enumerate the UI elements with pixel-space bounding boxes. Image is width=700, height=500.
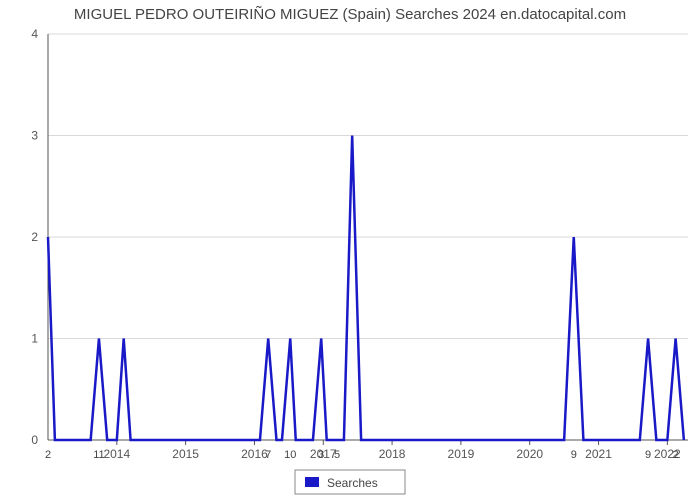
value-label: 3 — [318, 449, 324, 461]
y-tick-label: 2 — [31, 230, 38, 244]
chart-title: MIGUEL PEDRO OUTEIRIÑO MIGUEZ (Spain) Se… — [0, 6, 700, 23]
searches-series — [48, 136, 684, 441]
legend-swatch — [305, 477, 319, 487]
x-tick-label: 2019 — [448, 447, 475, 461]
x-tick-label: 2014 — [103, 447, 130, 461]
line-chart: 0123420142015201620172018201920202021202… — [0, 0, 700, 500]
x-tick-label: 2018 — [379, 447, 406, 461]
x-tick-label: 2020 — [516, 447, 543, 461]
value-label: 9 — [571, 449, 577, 461]
x-tick-label: 2021 — [585, 447, 612, 461]
x-tick-label: 2015 — [172, 447, 199, 461]
value-label: 7 — [265, 449, 271, 461]
y-tick-label: 1 — [31, 332, 38, 346]
legend-label: Searches — [327, 476, 378, 490]
value-label: 2 — [45, 449, 51, 461]
value-label: 5 — [334, 449, 340, 461]
value-label: 9 — [645, 449, 651, 461]
value-label: 11 — [93, 449, 104, 461]
x-tick-label: 2016 — [241, 447, 268, 461]
value-label: 10 — [284, 449, 296, 461]
y-tick-label: 4 — [31, 27, 38, 41]
y-tick-label: 3 — [31, 129, 38, 143]
value-label: 2 — [673, 449, 679, 461]
y-tick-label: 0 — [31, 433, 38, 447]
